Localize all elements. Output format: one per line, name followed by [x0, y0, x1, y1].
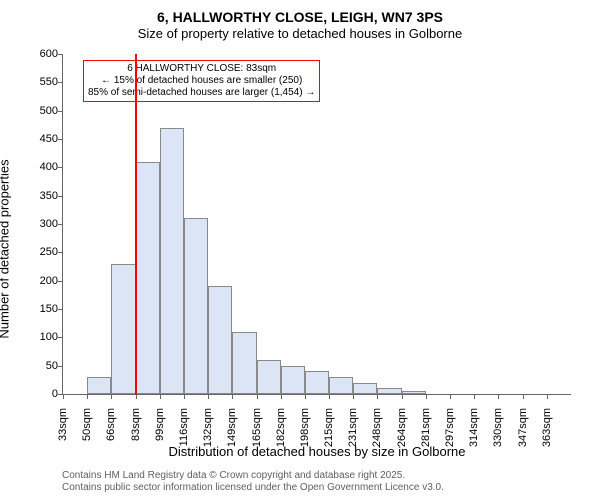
- plot-area: 6 HALLWORTHY CLOSE: 83sqm ← 15% of detac…: [62, 54, 571, 395]
- histogram-bar: [377, 388, 401, 394]
- histogram-bar: [184, 218, 208, 394]
- x-tick-label: 149sqm: [226, 408, 238, 458]
- histogram-bar: [87, 377, 111, 394]
- x-tick-label: 165sqm: [251, 408, 263, 458]
- chart-container: 6, HALLWORTHY CLOSE, LEIGH, WN7 3PS Size…: [0, 0, 600, 500]
- x-tick-mark: [377, 394, 378, 399]
- histogram-bar: [232, 332, 256, 394]
- y-tick-label: 100: [40, 331, 63, 343]
- x-tick-mark: [281, 394, 282, 399]
- histogram-bar: [329, 377, 353, 394]
- x-tick-mark: [329, 394, 330, 399]
- histogram-bar: [281, 366, 305, 394]
- x-tick-mark: [498, 394, 499, 399]
- y-tick-label: 50: [46, 360, 63, 372]
- y-tick-label: 550: [40, 76, 63, 88]
- histogram-bar: [353, 383, 377, 394]
- x-tick-mark: [474, 394, 475, 399]
- x-tick-label: 182sqm: [275, 408, 287, 458]
- x-tick-mark: [208, 394, 209, 399]
- x-tick-label: 297sqm: [444, 408, 456, 458]
- x-tick-mark: [257, 394, 258, 399]
- x-tick-label: 33sqm: [57, 408, 69, 458]
- x-tick-label: 231sqm: [347, 408, 359, 458]
- annotation-line3: 85% of semi-detached houses are larger (…: [88, 87, 315, 99]
- y-tick-label: 500: [40, 105, 63, 117]
- x-tick-mark: [450, 394, 451, 399]
- chart-subtitle: Size of property relative to detached ho…: [0, 26, 600, 42]
- y-tick-label: 200: [40, 275, 63, 287]
- y-tick-label: 450: [40, 133, 63, 145]
- x-tick-mark: [353, 394, 354, 399]
- x-tick-label: 347sqm: [517, 408, 529, 458]
- x-tick-mark: [305, 394, 306, 399]
- x-tick-mark: [232, 394, 233, 399]
- x-tick-label: 50sqm: [81, 408, 93, 458]
- x-tick-mark: [63, 394, 64, 399]
- x-tick-mark: [426, 394, 427, 399]
- x-tick-mark: [136, 394, 137, 399]
- chart-title: 6, HALLWORTHY CLOSE, LEIGH, WN7 3PS: [0, 0, 600, 26]
- x-tick-mark: [111, 394, 112, 399]
- x-tick-label: 330sqm: [492, 408, 504, 458]
- histogram-bar: [136, 162, 160, 394]
- annotation-line1: 6 HALLWORTHY CLOSE: 83sqm: [88, 63, 315, 75]
- marker-line: [135, 54, 137, 394]
- x-tick-label: 99sqm: [154, 408, 166, 458]
- chart-outer: Number of detached properties 6 HALLWORT…: [0, 44, 600, 454]
- histogram-bar: [160, 128, 184, 394]
- x-tick-label: 248sqm: [371, 408, 383, 458]
- histogram-bar: [305, 371, 329, 394]
- annotation-box: 6 HALLWORTHY CLOSE: 83sqm ← 15% of detac…: [83, 60, 320, 102]
- x-tick-mark: [523, 394, 524, 399]
- x-tick-mark: [87, 394, 88, 399]
- x-tick-mark: [160, 394, 161, 399]
- x-tick-label: 281sqm: [420, 408, 432, 458]
- histogram-bar: [208, 286, 232, 394]
- annotation-line2: ← 15% of detached houses are smaller (25…: [88, 75, 315, 87]
- x-tick-label: 83sqm: [130, 408, 142, 458]
- x-tick-label: 116sqm: [178, 408, 190, 458]
- y-tick-label: 250: [40, 246, 63, 258]
- y-tick-label: 300: [40, 218, 63, 230]
- histogram-bar: [111, 264, 135, 394]
- histogram-bar: [402, 391, 426, 394]
- y-tick-label: 150: [40, 303, 63, 315]
- footer-line1: Contains HM Land Registry data © Crown c…: [62, 470, 444, 482]
- x-tick-label: 132sqm: [202, 408, 214, 458]
- y-tick-label: 350: [40, 190, 63, 202]
- x-tick-label: 198sqm: [299, 408, 311, 458]
- x-tick-label: 66sqm: [105, 408, 117, 458]
- x-tick-label: 215sqm: [323, 408, 335, 458]
- histogram-bar: [257, 360, 281, 394]
- footer-line2: Contains public sector information licen…: [62, 482, 444, 494]
- x-tick-mark: [402, 394, 403, 399]
- y-tick-label: 600: [40, 48, 63, 60]
- x-tick-label: 363sqm: [541, 408, 553, 458]
- x-tick-mark: [184, 394, 185, 399]
- y-tick-label: 400: [40, 161, 63, 173]
- x-tick-mark: [547, 394, 548, 399]
- y-axis-label: Number of detached properties: [0, 159, 12, 338]
- x-tick-label: 264sqm: [396, 408, 408, 458]
- x-tick-label: 314sqm: [468, 408, 480, 458]
- y-tick-label: 0: [52, 388, 63, 400]
- footer: Contains HM Land Registry data © Crown c…: [62, 470, 444, 494]
